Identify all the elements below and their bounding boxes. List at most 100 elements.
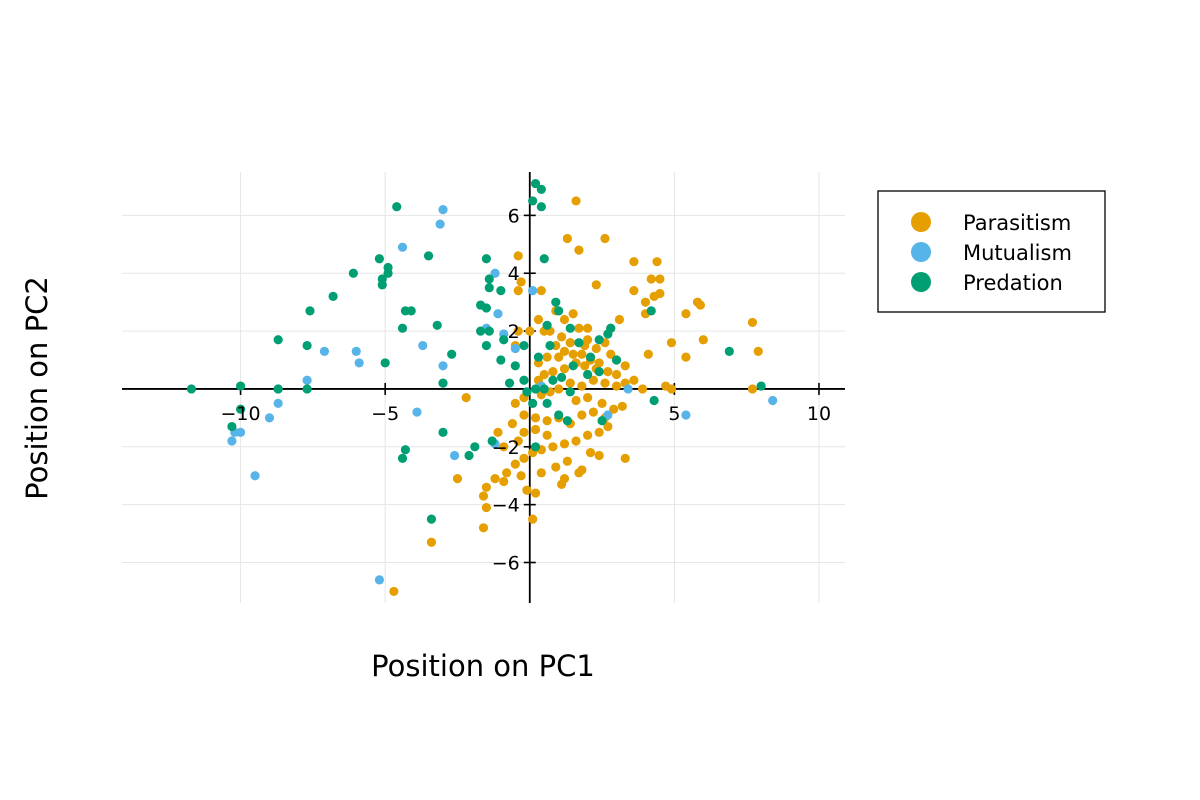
- data-point-predation: [235, 404, 246, 414]
- data-point-predation: [568, 361, 578, 371]
- data-point-predation: [649, 395, 659, 406]
- data-point-parasitism: [591, 343, 601, 354]
- legend: Parasitism Mutualism Predation: [877, 190, 1106, 313]
- data-point-parasitism: [695, 300, 706, 310]
- data-point-predation: [496, 355, 506, 365]
- data-point-predation: [530, 442, 541, 452]
- legend-label-parasitism: Parasitism: [963, 211, 1071, 235]
- data-point-parasitism: [539, 369, 549, 380]
- data-point-predation: [530, 178, 541, 189]
- data-point-parasitism: [502, 468, 512, 478]
- data-point-parasitism: [629, 257, 639, 267]
- data-point-parasitism: [571, 196, 581, 206]
- data-point-predation: [487, 436, 497, 446]
- data-point-parasitism: [548, 442, 558, 452]
- data-point-predation: [574, 338, 584, 348]
- data-point-predation: [606, 323, 616, 333]
- data-point-predation: [481, 254, 491, 264]
- data-point-predation: [406, 306, 416, 316]
- data-point-parasitism: [559, 346, 570, 356]
- data-point-parasitism: [461, 393, 471, 403]
- data-point-predation: [519, 340, 529, 351]
- data-point-predation: [646, 306, 656, 316]
- data-point-mutualism: [493, 309, 503, 319]
- data-point-predation: [305, 306, 315, 316]
- data-point-predation: [481, 340, 491, 351]
- data-point-parasitism: [666, 384, 677, 394]
- data-point-mutualism: [374, 575, 384, 585]
- data-point-predation: [273, 384, 283, 394]
- data-point-mutualism: [354, 358, 364, 368]
- series-mutualism: [227, 205, 778, 585]
- data-point-predation: [504, 378, 515, 388]
- data-point-parasitism: [600, 233, 610, 244]
- data-point-predation: [542, 398, 552, 409]
- data-point-predation: [426, 514, 437, 524]
- data-point-parasitism: [478, 491, 489, 501]
- data-point-parasitism: [493, 427, 503, 437]
- data-point-parasitism: [542, 352, 552, 362]
- data-point-parasitism: [513, 436, 523, 446]
- data-point-mutualism: [418, 340, 428, 351]
- data-point-predation: [551, 297, 561, 307]
- data-point-predation: [400, 445, 411, 455]
- data-point-parasitism: [620, 361, 630, 371]
- data-point-predation: [522, 387, 532, 397]
- data-point-mutualism: [438, 361, 448, 371]
- data-point-parasitism: [452, 474, 463, 484]
- data-point-mutualism: [319, 346, 330, 356]
- data-point-predation: [447, 349, 457, 359]
- data-point-parasitism: [559, 314, 570, 325]
- data-point-predation: [392, 202, 402, 212]
- data-point-parasitism: [490, 474, 500, 484]
- data-point-predation: [528, 196, 538, 206]
- data-point-predation: [556, 372, 567, 382]
- y-tick-label: −2: [492, 437, 520, 459]
- data-point-predation: [565, 323, 575, 333]
- data-point-predation: [464, 450, 474, 461]
- data-point-predation: [186, 384, 197, 394]
- data-point-predation: [536, 202, 546, 212]
- data-point-parasitism: [513, 326, 523, 336]
- data-point-predation: [545, 340, 555, 351]
- legend-marker-predation: [911, 272, 931, 292]
- data-point-predation: [585, 352, 596, 362]
- data-point-predation: [377, 280, 387, 290]
- data-point-predation: [374, 254, 384, 264]
- data-point-predation: [423, 251, 434, 261]
- data-point-parasitism: [588, 375, 598, 385]
- y-tick-label: −4: [492, 495, 520, 517]
- data-point-parasitism: [655, 288, 665, 299]
- data-point-parasitism: [516, 277, 526, 287]
- data-point-parasitism: [629, 375, 639, 385]
- data-point-parasitism: [637, 384, 648, 394]
- data-point-parasitism: [580, 361, 590, 371]
- data-point-parasitism: [562, 233, 572, 244]
- data-point-parasitism: [591, 280, 601, 290]
- data-point-parasitism: [565, 338, 575, 348]
- data-point-parasitism: [516, 471, 526, 481]
- data-point-parasitism: [747, 317, 758, 328]
- data-point-parasitism: [698, 335, 708, 345]
- x-tick-label: 10: [807, 403, 831, 425]
- data-point-parasitism: [510, 398, 520, 409]
- data-point-predation: [380, 358, 390, 368]
- y-tick-label: 4: [508, 263, 520, 285]
- data-point-mutualism: [449, 450, 460, 461]
- data-point-mutualism: [412, 407, 422, 417]
- data-point-mutualism: [623, 384, 633, 394]
- data-point-parasitism: [652, 257, 662, 267]
- data-point-parasitism: [574, 245, 584, 255]
- data-point-mutualism: [490, 268, 500, 278]
- data-point-parasitism: [478, 523, 489, 533]
- data-point-parasitism: [609, 404, 619, 414]
- data-point-predation: [565, 387, 575, 397]
- data-point-parasitism: [530, 488, 541, 498]
- data-point-parasitism: [568, 309, 578, 319]
- data-point-mutualism: [351, 346, 361, 356]
- data-point-mutualism: [510, 343, 520, 354]
- data-point-mutualism: [528, 285, 538, 296]
- x-axis-label: Position on PC1: [371, 649, 595, 683]
- data-point-parasitism: [577, 349, 587, 359]
- data-point-predation: [519, 375, 529, 385]
